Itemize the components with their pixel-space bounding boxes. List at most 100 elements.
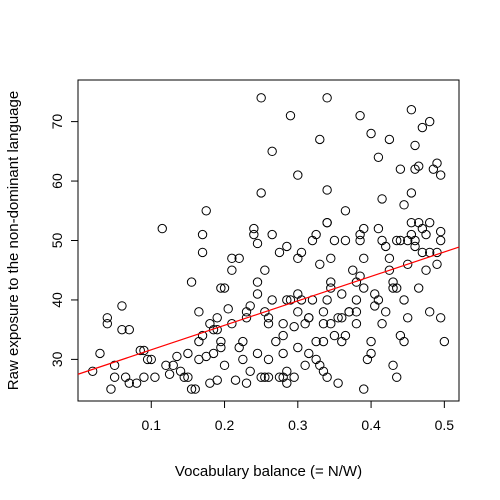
data-point [252,238,263,249]
data-point [417,247,428,258]
data-point [194,336,204,347]
data-point [271,336,281,347]
data-point [381,307,391,317]
data-point [315,259,325,269]
data-point [150,372,160,382]
data-point [219,360,230,371]
data-point [267,295,277,305]
data-point [300,319,310,329]
data-point [395,235,406,246]
y-axis-title: Raw exposure to the non-dominant languag… [5,91,22,390]
data-point [197,229,208,240]
data-point [362,354,373,365]
data-point [340,206,351,216]
data-point [406,188,417,198]
data-point [102,313,113,323]
data-point [216,283,226,293]
data-point [439,336,450,347]
data-point [355,110,365,121]
data-point [219,283,230,293]
data-point [410,241,420,252]
data-point [245,301,255,311]
data-point [304,348,314,359]
data-point [183,348,193,359]
data-point [179,372,189,382]
data-point [161,360,171,371]
data-point [117,301,127,311]
data-point [267,229,277,240]
data-point [435,313,446,323]
data-point [340,235,351,246]
data-point [131,378,142,388]
data-point [326,319,336,329]
data-point [293,170,303,180]
data-point [399,295,409,305]
data-point [311,354,321,365]
data-point [326,277,336,287]
data-point [417,223,428,234]
y-tick-label: 50 [49,233,65,249]
data-point [234,342,244,353]
data-point [322,295,332,305]
data-point [296,295,307,305]
data-point [337,289,347,299]
data-point [241,313,252,323]
data-point [95,348,105,359]
data-point [139,372,149,382]
data-point [227,253,237,264]
data-point [392,235,402,246]
x-axis-title: Vocabulary balance (= N/W) [175,463,362,480]
data-point [348,265,358,275]
data-point [135,345,145,356]
data-point [256,372,266,382]
data-point [102,319,113,329]
data-point [296,247,307,258]
data-point [388,360,398,371]
x-tick-label: 0.4 [361,417,381,433]
data-point [318,336,329,347]
data-point [109,360,120,371]
data-point [315,134,325,145]
data-point [322,185,332,195]
data-point [399,336,409,347]
data-point [370,289,380,299]
data-point [351,307,362,317]
data-point [249,223,259,234]
data-point [340,330,351,341]
data-point [370,301,380,311]
data-point [293,253,303,264]
data-point [384,265,395,275]
x-tick-label: 0.1 [142,417,162,433]
x-axis: 0.1 0.2 0.3 0.4 0.5 [142,401,454,433]
data-point [377,235,387,246]
data-point [307,235,318,246]
data-point [366,128,376,139]
data-point [366,336,376,347]
data-point [274,372,285,382]
data-point [208,348,219,359]
data-point [263,313,274,323]
data-point [377,319,387,329]
data-point [263,372,274,382]
data-point [359,283,369,293]
data-point [267,146,277,157]
data-point [223,304,233,314]
y-tick-label: 70 [49,114,65,130]
data-point [186,384,197,394]
data-point [384,134,395,145]
data-point [293,307,303,317]
data-point [293,289,303,299]
data-point [329,330,340,341]
data-point [238,336,248,347]
data-point [212,313,222,323]
data-point [435,170,446,180]
data-point [315,360,325,371]
plot-frame [77,79,460,402]
y-tick-label: 30 [49,351,65,367]
data-point [245,366,255,376]
data-point [212,375,222,385]
data-point [186,277,197,287]
data-point [318,307,329,317]
data-point [337,336,347,347]
